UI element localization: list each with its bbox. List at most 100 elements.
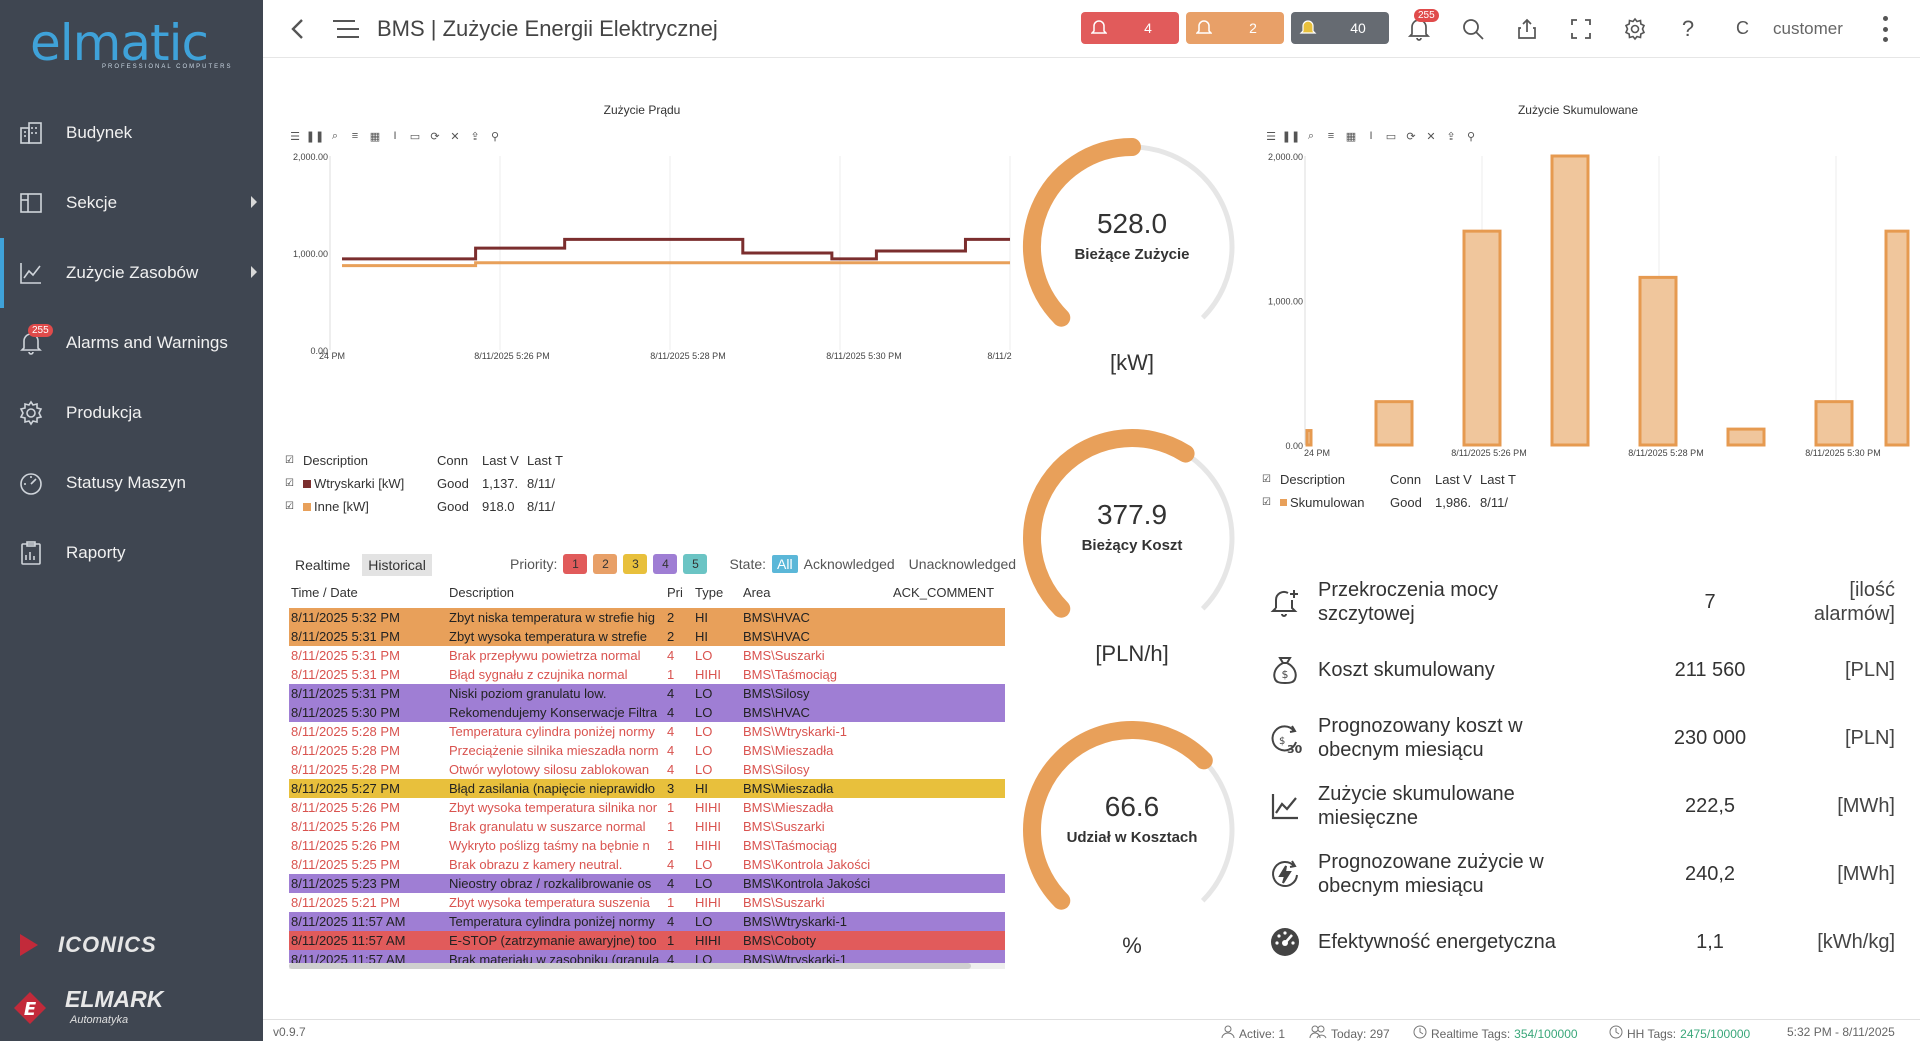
search-button[interactable] <box>1458 14 1488 44</box>
cursor-icon[interactable]: I <box>393 130 397 142</box>
user-avatar[interactable]: C <box>1736 18 1749 38</box>
back-button[interactable] <box>283 14 313 44</box>
sidebar-item-zuzycie-zasobow[interactable]: Zużycie Zasobów <box>0 238 263 308</box>
more-options-button[interactable] <box>1879 16 1891 42</box>
alarm-row[interactable]: 8/11/2025 5:27 PM Błąd zasilania (napięci… <box>289 779 1005 798</box>
state-acknowledged-button[interactable]: Acknowledged <box>803 556 895 572</box>
sidebar-item-alarms[interactable]: 255 Alarms and Warnings <box>0 308 263 378</box>
bar <box>1550 154 1590 447</box>
refresh-icon[interactable]: ⟳ <box>1406 130 1416 143</box>
alarm-row[interactable]: 8/11/2025 11:57 AM Brak materiału w zasob… <box>289 950 1005 964</box>
user-name[interactable]: customer <box>1773 19 1843 38</box>
comment-icon[interactable]: ▭ <box>409 130 421 143</box>
pause-icon[interactable]: ❚❚ <box>305 130 325 143</box>
alarm-counter-warning[interactable]: 2 <box>1186 12 1284 44</box>
alarm-row[interactable]: 8/11/2025 5:32 PM Zbyt niska temperatura … <box>289 608 1005 627</box>
alarm-row[interactable]: 8/11/2025 5:26 PM Zbyt wysoka temperatura… <box>289 798 1005 817</box>
alarm-priority: 1 <box>667 895 675 910</box>
pin-icon[interactable]: ⚲ <box>1466 130 1476 143</box>
alarm-row[interactable]: 8/11/2025 5:26 PM Wykryto poślizg taśmy … <box>289 836 1005 855</box>
elmatic-logo[interactable]: elmatic PROFESSIONAL COMPUTERS <box>30 14 240 74</box>
alarm-row[interactable]: 8/11/2025 11:57 AM E-STOP (zatrzymanie aw… <box>289 931 1005 950</box>
close-icon[interactable]: ✕ <box>1426 130 1436 143</box>
table-icon[interactable]: ▦ <box>1345 130 1357 143</box>
sidebar-item-sekcje[interactable]: Sekcje <box>0 168 263 238</box>
priority-4-button[interactable]: 4 <box>653 554 678 574</box>
column-header-time[interactable]: Time / Date <box>291 585 358 600</box>
tab-historical[interactable]: Historical <box>362 554 432 576</box>
check-icon[interactable]: ☑ <box>285 501 294 512</box>
alarm-row[interactable]: 8/11/2025 5:21 PM Zbyt wysoka temperatura… <box>289 893 1005 912</box>
trend-legend: ☑ Description Conn Last V Last T ☑ Wtrys… <box>285 449 567 518</box>
column-header-priority[interactable]: Pri <box>667 585 683 600</box>
toolbar-handle-icon[interactable]: ☰ <box>1266 130 1276 143</box>
priority-3-button[interactable]: 3 <box>623 554 648 574</box>
alarm-row[interactable]: 8/11/2025 5:31 PM Brak przepływu powietrz… <box>289 646 1005 665</box>
settings-button[interactable] <box>1620 14 1650 44</box>
tab-realtime[interactable]: Realtime <box>295 557 351 573</box>
gauge-fill <box>1023 721 1213 910</box>
priority-2-button[interactable]: 2 <box>593 554 618 574</box>
export-icon[interactable]: ⇪ <box>1446 130 1456 143</box>
alarm-row[interactable]: 8/11/2025 5:28 PM Temperatura cylindra po… <box>289 722 1005 741</box>
alarm-row[interactable]: 8/11/2025 5:31 PM Błąd sygnału z czujnika… <box>289 665 1005 684</box>
comment-icon[interactable]: ▭ <box>1385 130 1397 143</box>
check-icon[interactable]: ☑ <box>285 478 294 489</box>
table-icon[interactable]: ▦ <box>369 130 381 143</box>
refresh-icon[interactable]: ⟳ <box>430 130 440 143</box>
legend-row[interactable]: ☑ Inne [kW] Good 918.0 8/11/ <box>285 495 567 518</box>
toolbar-handle-icon[interactable]: ☰ <box>290 130 300 143</box>
menu-button[interactable] <box>331 16 361 42</box>
alarm-row[interactable]: 8/11/2025 5:30 PM Rekomendujemy Konserwac… <box>289 703 1005 722</box>
close-icon[interactable]: ✕ <box>450 130 460 143</box>
alarm-row[interactable]: 8/11/2025 5:28 PM Otwór wylotowy silosu z… <box>289 760 1005 779</box>
zoom-icon[interactable]: ⌕ <box>331 129 339 142</box>
sidebar-item-statusy-maszyn[interactable]: Statusy Maszyn <box>0 448 263 518</box>
alarm-row[interactable]: 8/11/2025 5:25 PM Brak obrazu z kamery ne… <box>289 855 1005 874</box>
alarm-row[interactable]: 8/11/2025 5:28 PM Przeciążenie silnika mi… <box>289 741 1005 760</box>
sidebar-item-budynek[interactable]: Budynek <box>0 98 263 168</box>
alarm-table-scrollbar[interactable] <box>289 963 1005 969</box>
alarm-description: Otwór wylotowy silosu zablokowan <box>449 762 650 777</box>
alarm-priority: 1 <box>667 667 675 682</box>
priority-5-button[interactable]: 5 <box>683 554 708 574</box>
export-icon[interactable]: ⇪ <box>470 130 480 143</box>
state-unacknowledged-button[interactable]: Unacknowledged <box>908 556 1017 572</box>
alarm-counter-critical[interactable]: 4 <box>1081 12 1179 44</box>
alarm-row[interactable]: 8/11/2025 5:31 PM Zbyt wysoka temperatura… <box>289 627 1005 646</box>
share-button[interactable] <box>1512 14 1542 44</box>
cursor-icon[interactable]: I <box>1369 130 1373 142</box>
legend-row[interactable]: ☑ Skumulowan Good 1,986. 8/11/ <box>1262 491 1520 514</box>
priority-1-button[interactable]: 1 <box>563 554 588 574</box>
column-header-type[interactable]: Type <box>695 585 724 600</box>
alarm-row[interactable]: 8/11/2025 5:31 PM Niski poziom granulatu … <box>289 684 1005 703</box>
pause-icon[interactable]: ❚❚ <box>1281 130 1301 143</box>
alarm-area: BMS\Taśmociąg <box>743 838 837 853</box>
legend-row[interactable]: ☑ Wtryskarki [kW] Good 1,137. 8/11/ <box>285 472 567 495</box>
column-header-description[interactable]: Description <box>449 585 515 600</box>
state-all-button[interactable]: All <box>772 555 798 573</box>
alarm-row[interactable]: 8/11/2025 11:57 AM Temperatura cylindra p… <box>289 912 1005 931</box>
sidebar-item-produkcja[interactable]: Produkcja <box>0 378 263 448</box>
pin-icon[interactable]: ⚲ <box>490 130 500 143</box>
list-icon[interactable]: ≡ <box>1327 130 1335 142</box>
alarm-area: BMS\Wtryskarki-1 <box>743 914 847 929</box>
zoom-icon[interactable]: ⌕ <box>1307 129 1315 142</box>
alarm-type: LO <box>695 686 713 701</box>
alarm-counter-info[interactable]: 40 <box>1291 12 1389 44</box>
help-button[interactable]: ? <box>1673 14 1703 44</box>
hh-tags-label: HH Tags: <box>1627 1026 1677 1041</box>
column-header-ack-comment[interactable]: ACK_COMMENT <box>893 585 995 600</box>
check-icon[interactable]: ☑ <box>285 455 294 466</box>
check-icon[interactable]: ☑ <box>1262 474 1271 485</box>
alarm-row[interactable]: 8/11/2025 5:26 PM Brak granulatu w suszar… <box>289 817 1005 836</box>
column-header-area[interactable]: Area <box>743 585 771 600</box>
list-icon[interactable]: ≡ <box>351 130 359 142</box>
fullscreen-button[interactable] <box>1566 14 1596 44</box>
alarm-row[interactable]: 8/11/2025 5:23 PM Nieostry obraz / rozkal… <box>289 874 1005 893</box>
sidebar-item-raporty[interactable]: Raporty <box>0 518 263 588</box>
check-icon[interactable]: ☑ <box>1262 497 1271 508</box>
scrollbar-thumb[interactable] <box>289 963 971 969</box>
